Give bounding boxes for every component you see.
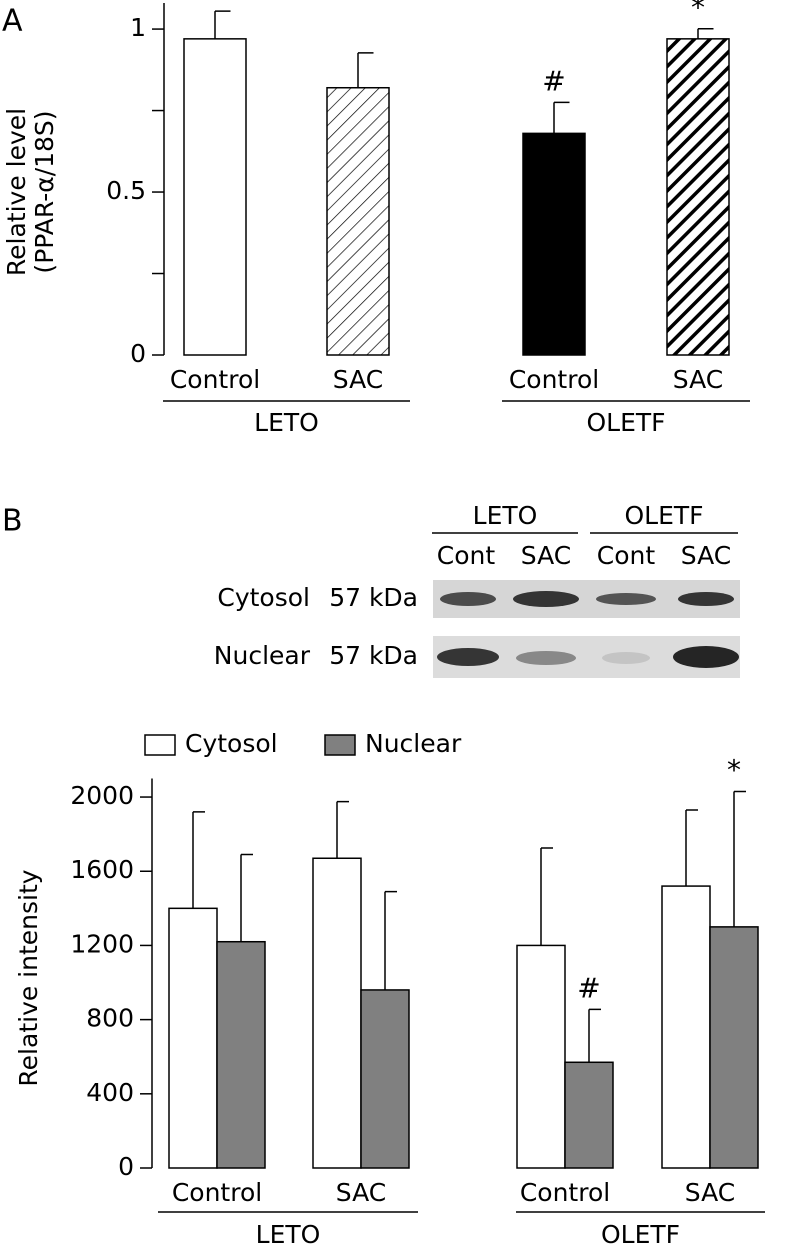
error-bar xyxy=(357,52,374,88)
error-bar xyxy=(697,27,714,39)
x-tick-label: Control xyxy=(520,1178,610,1207)
bar xyxy=(168,907,218,1169)
error-bar xyxy=(588,1008,601,1063)
y-tick-label: 1200 xyxy=(70,929,134,958)
blot-band xyxy=(678,592,734,606)
blot-row-name: Cytosol xyxy=(217,583,310,612)
error-bar xyxy=(192,811,205,909)
blot-band xyxy=(516,651,576,665)
x-tick-label: Control xyxy=(172,1178,262,1207)
bar xyxy=(326,86,390,356)
bar xyxy=(216,940,266,1169)
blot-row-size: 57 kDa xyxy=(329,641,418,670)
error-bar xyxy=(540,847,553,946)
error-bar xyxy=(553,101,570,134)
error-bar xyxy=(336,800,349,859)
panel-label: A xyxy=(2,4,23,39)
x-tick-label: SAC xyxy=(673,365,723,394)
blot-band xyxy=(596,593,656,605)
legend-label: Nuclear xyxy=(365,729,462,758)
bar xyxy=(661,885,711,1169)
legend-swatch xyxy=(324,734,356,756)
y-axis-label: (PPAR-α/18S) xyxy=(30,110,59,273)
y-tick-label: 800 xyxy=(86,1004,134,1033)
x-tick-label: SAC xyxy=(685,1178,735,1207)
bar xyxy=(564,1061,614,1169)
blot-band xyxy=(602,652,650,664)
bar xyxy=(666,38,730,356)
group-label: OLETF xyxy=(601,1220,680,1248)
group-label: LETO xyxy=(256,1220,321,1248)
y-tick-label: 0.5 xyxy=(106,176,146,205)
y-tick-label: 1 xyxy=(130,13,146,42)
blot-lane: SAC xyxy=(681,541,731,570)
y-tick-label: 1600 xyxy=(70,855,134,884)
significance-marker: * xyxy=(691,0,705,24)
error-bar xyxy=(685,809,698,887)
y-tick-label: 400 xyxy=(86,1078,134,1107)
significance-marker: * xyxy=(727,753,741,786)
blot-row-size: 57 kDa xyxy=(329,583,418,612)
significance-marker: # xyxy=(577,971,600,1004)
error-bar xyxy=(384,890,397,990)
y-tick-label: 0 xyxy=(118,1152,134,1181)
bar xyxy=(516,944,566,1169)
bar xyxy=(709,926,759,1169)
error-bar xyxy=(214,10,231,39)
bar xyxy=(522,132,586,356)
x-tick-label: Control xyxy=(509,365,599,394)
blot-band xyxy=(513,591,579,607)
blot-band xyxy=(440,592,496,606)
blot-group: LETO xyxy=(473,501,538,530)
legend-swatch xyxy=(144,734,176,756)
blot-band xyxy=(437,648,499,666)
blot-lane: Cont xyxy=(597,541,656,570)
significance-marker: # xyxy=(542,64,565,97)
y-tick-label: 2000 xyxy=(70,781,134,810)
blot-group: OLETF xyxy=(624,501,703,530)
blot-band xyxy=(673,646,739,668)
legend-label: Cytosol xyxy=(185,729,278,758)
y-tick-label: 0 xyxy=(130,339,146,368)
y-axis-label: Relative intensity xyxy=(14,869,43,1086)
bar xyxy=(360,989,410,1169)
error-bar xyxy=(733,790,746,927)
bar xyxy=(183,38,247,356)
blot: LETO OLETF Cont SAC Cont SAC Cytosol 57 … xyxy=(214,501,740,678)
group-label: OLETF xyxy=(586,408,665,437)
x-tick-label: SAC xyxy=(333,365,383,394)
x-tick-label: SAC xyxy=(336,1178,386,1207)
x-tick-label: Control xyxy=(170,365,260,394)
y-axis-label: Relative level xyxy=(2,108,31,276)
group-label: LETO xyxy=(254,408,319,437)
blot-row-name: Nuclear xyxy=(214,641,311,670)
blot-lane: SAC xyxy=(521,541,571,570)
panel-label: B xyxy=(2,504,23,539)
blot-lane: Cont xyxy=(437,541,496,570)
error-bar xyxy=(240,853,253,942)
bar xyxy=(312,857,362,1169)
